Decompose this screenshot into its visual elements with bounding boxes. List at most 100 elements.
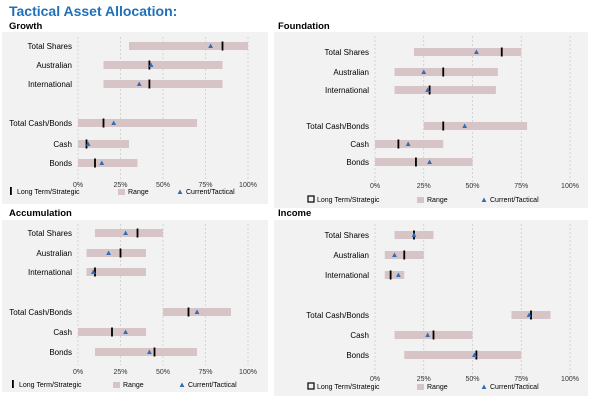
category-label: International — [28, 268, 72, 277]
range-bar — [78, 140, 129, 148]
tactical-marker — [425, 87, 431, 92]
tactical-marker — [208, 43, 213, 48]
strategic-marker — [530, 310, 532, 320]
x-tick-label: 25% — [113, 182, 127, 189]
strategic-marker — [221, 41, 224, 51]
x-tick-label: 50% — [156, 369, 170, 376]
legend-strategic-symbol — [10, 187, 12, 195]
x-tick-label: 25% — [417, 376, 431, 383]
range-bar — [95, 229, 163, 237]
tactical-marker — [405, 141, 411, 146]
x-tick-label: 0% — [73, 369, 83, 376]
category-label: Total Cash/Bonds — [306, 311, 369, 320]
range-bar — [78, 159, 138, 167]
category-label: Total Cash/Bonds — [306, 122, 369, 131]
category-label: International — [28, 80, 72, 89]
category-label: Cash — [53, 328, 72, 337]
range-bar — [129, 42, 248, 50]
strategic-marker — [119, 248, 122, 258]
legend-strategic-symbol — [12, 380, 14, 388]
range-bar — [103, 80, 223, 88]
plot-background — [274, 220, 588, 396]
plot-background — [274, 32, 588, 208]
strategic-marker — [148, 79, 151, 89]
x-tick-label: 0% — [73, 182, 83, 189]
category-label: Cash — [53, 140, 72, 149]
category-label: Australian — [36, 61, 72, 70]
strategic-marker — [153, 347, 156, 357]
legend-tactical-label: Current/Tactical — [490, 197, 539, 204]
foundation-panel-title: Foundation — [278, 21, 330, 32]
tactical-marker — [392, 252, 397, 257]
tactical-marker — [136, 81, 142, 86]
category-label: Total Cash/Bonds — [9, 308, 72, 317]
x-tick-label: 0% — [370, 183, 380, 190]
tactical-marker — [474, 49, 479, 54]
category-label: Cash — [350, 331, 369, 340]
strategic-marker — [403, 250, 406, 260]
plot-background — [2, 220, 268, 392]
range-bar — [394, 86, 496, 94]
tactical-marker — [111, 120, 117, 125]
category-label: Australian — [36, 249, 72, 258]
tactical-marker — [148, 62, 154, 67]
legend-range-symbol — [118, 189, 125, 195]
x-tick-label: 50% — [465, 376, 479, 383]
range-bar — [404, 351, 522, 359]
range-bar — [86, 249, 146, 257]
category-label: Total Cash/Bonds — [9, 119, 72, 128]
category-label: International — [325, 86, 369, 95]
category-label: Australian — [333, 251, 369, 260]
x-tick-label: 75% — [514, 376, 528, 383]
legend-tactical-label: Current/Tactical — [490, 384, 539, 391]
tactical-marker — [411, 232, 417, 237]
tactical-marker — [123, 230, 128, 235]
growth-chart: 0% 25% 50% 75% 100% Total Shares Australian Int… — [2, 32, 268, 204]
tactical-marker — [427, 159, 432, 164]
tactical-marker — [472, 352, 477, 357]
x-tick-label: 50% — [156, 182, 170, 189]
strategic-marker — [389, 270, 392, 280]
range-bar — [95, 348, 197, 356]
strategic-marker — [85, 139, 88, 149]
category-label: Total Shares — [28, 229, 72, 238]
legend-range-symbol — [417, 197, 424, 203]
tactical-marker — [421, 69, 427, 74]
income-panel-title: Income — [278, 208, 312, 219]
x-tick-label: 100% — [561, 183, 579, 190]
range-bar — [414, 48, 522, 56]
legend-range-label: Range — [427, 384, 448, 391]
strategic-marker — [428, 85, 431, 95]
tactical-marker — [396, 272, 401, 277]
strategic-marker — [111, 327, 113, 337]
legend-tactical-label: Current/Tactical — [188, 382, 237, 389]
legend-range-label: Range — [123, 382, 144, 389]
x-tick-label: 75% — [514, 183, 528, 190]
tactical-marker — [90, 269, 96, 274]
legend-tactical-symbol — [177, 189, 183, 194]
category-label: Total Shares — [325, 48, 369, 57]
strategic-marker — [500, 47, 503, 57]
strategic-marker — [442, 67, 445, 77]
tactical-marker — [526, 312, 532, 317]
tactical-marker — [123, 329, 128, 334]
category-label: Bonds — [49, 159, 72, 168]
legend-tactical-symbol — [481, 384, 487, 389]
category-label: Bonds — [346, 158, 369, 167]
x-tick-label: 50% — [465, 183, 479, 190]
category-label: International — [325, 271, 369, 280]
legend-tactical-label: Current/Tactical — [186, 189, 235, 196]
income-chart: 0% 25% 50% 75% 100% Total Shares Australian Int… — [274, 220, 588, 396]
tactical-marker — [425, 332, 431, 337]
strategic-marker — [187, 307, 190, 317]
category-label: Australian — [333, 68, 369, 77]
range-bar — [384, 271, 405, 279]
legend-strategic-label: Long Term/Strategic — [19, 382, 82, 389]
range-bar — [86, 268, 146, 276]
tactical-marker — [106, 250, 111, 255]
x-tick-label: 75% — [198, 369, 212, 376]
strategic-marker — [94, 267, 96, 277]
legend-range-symbol — [417, 384, 424, 390]
legend-strategic-label: Long Term/Strategic — [317, 197, 380, 204]
tactical-marker — [147, 349, 152, 354]
